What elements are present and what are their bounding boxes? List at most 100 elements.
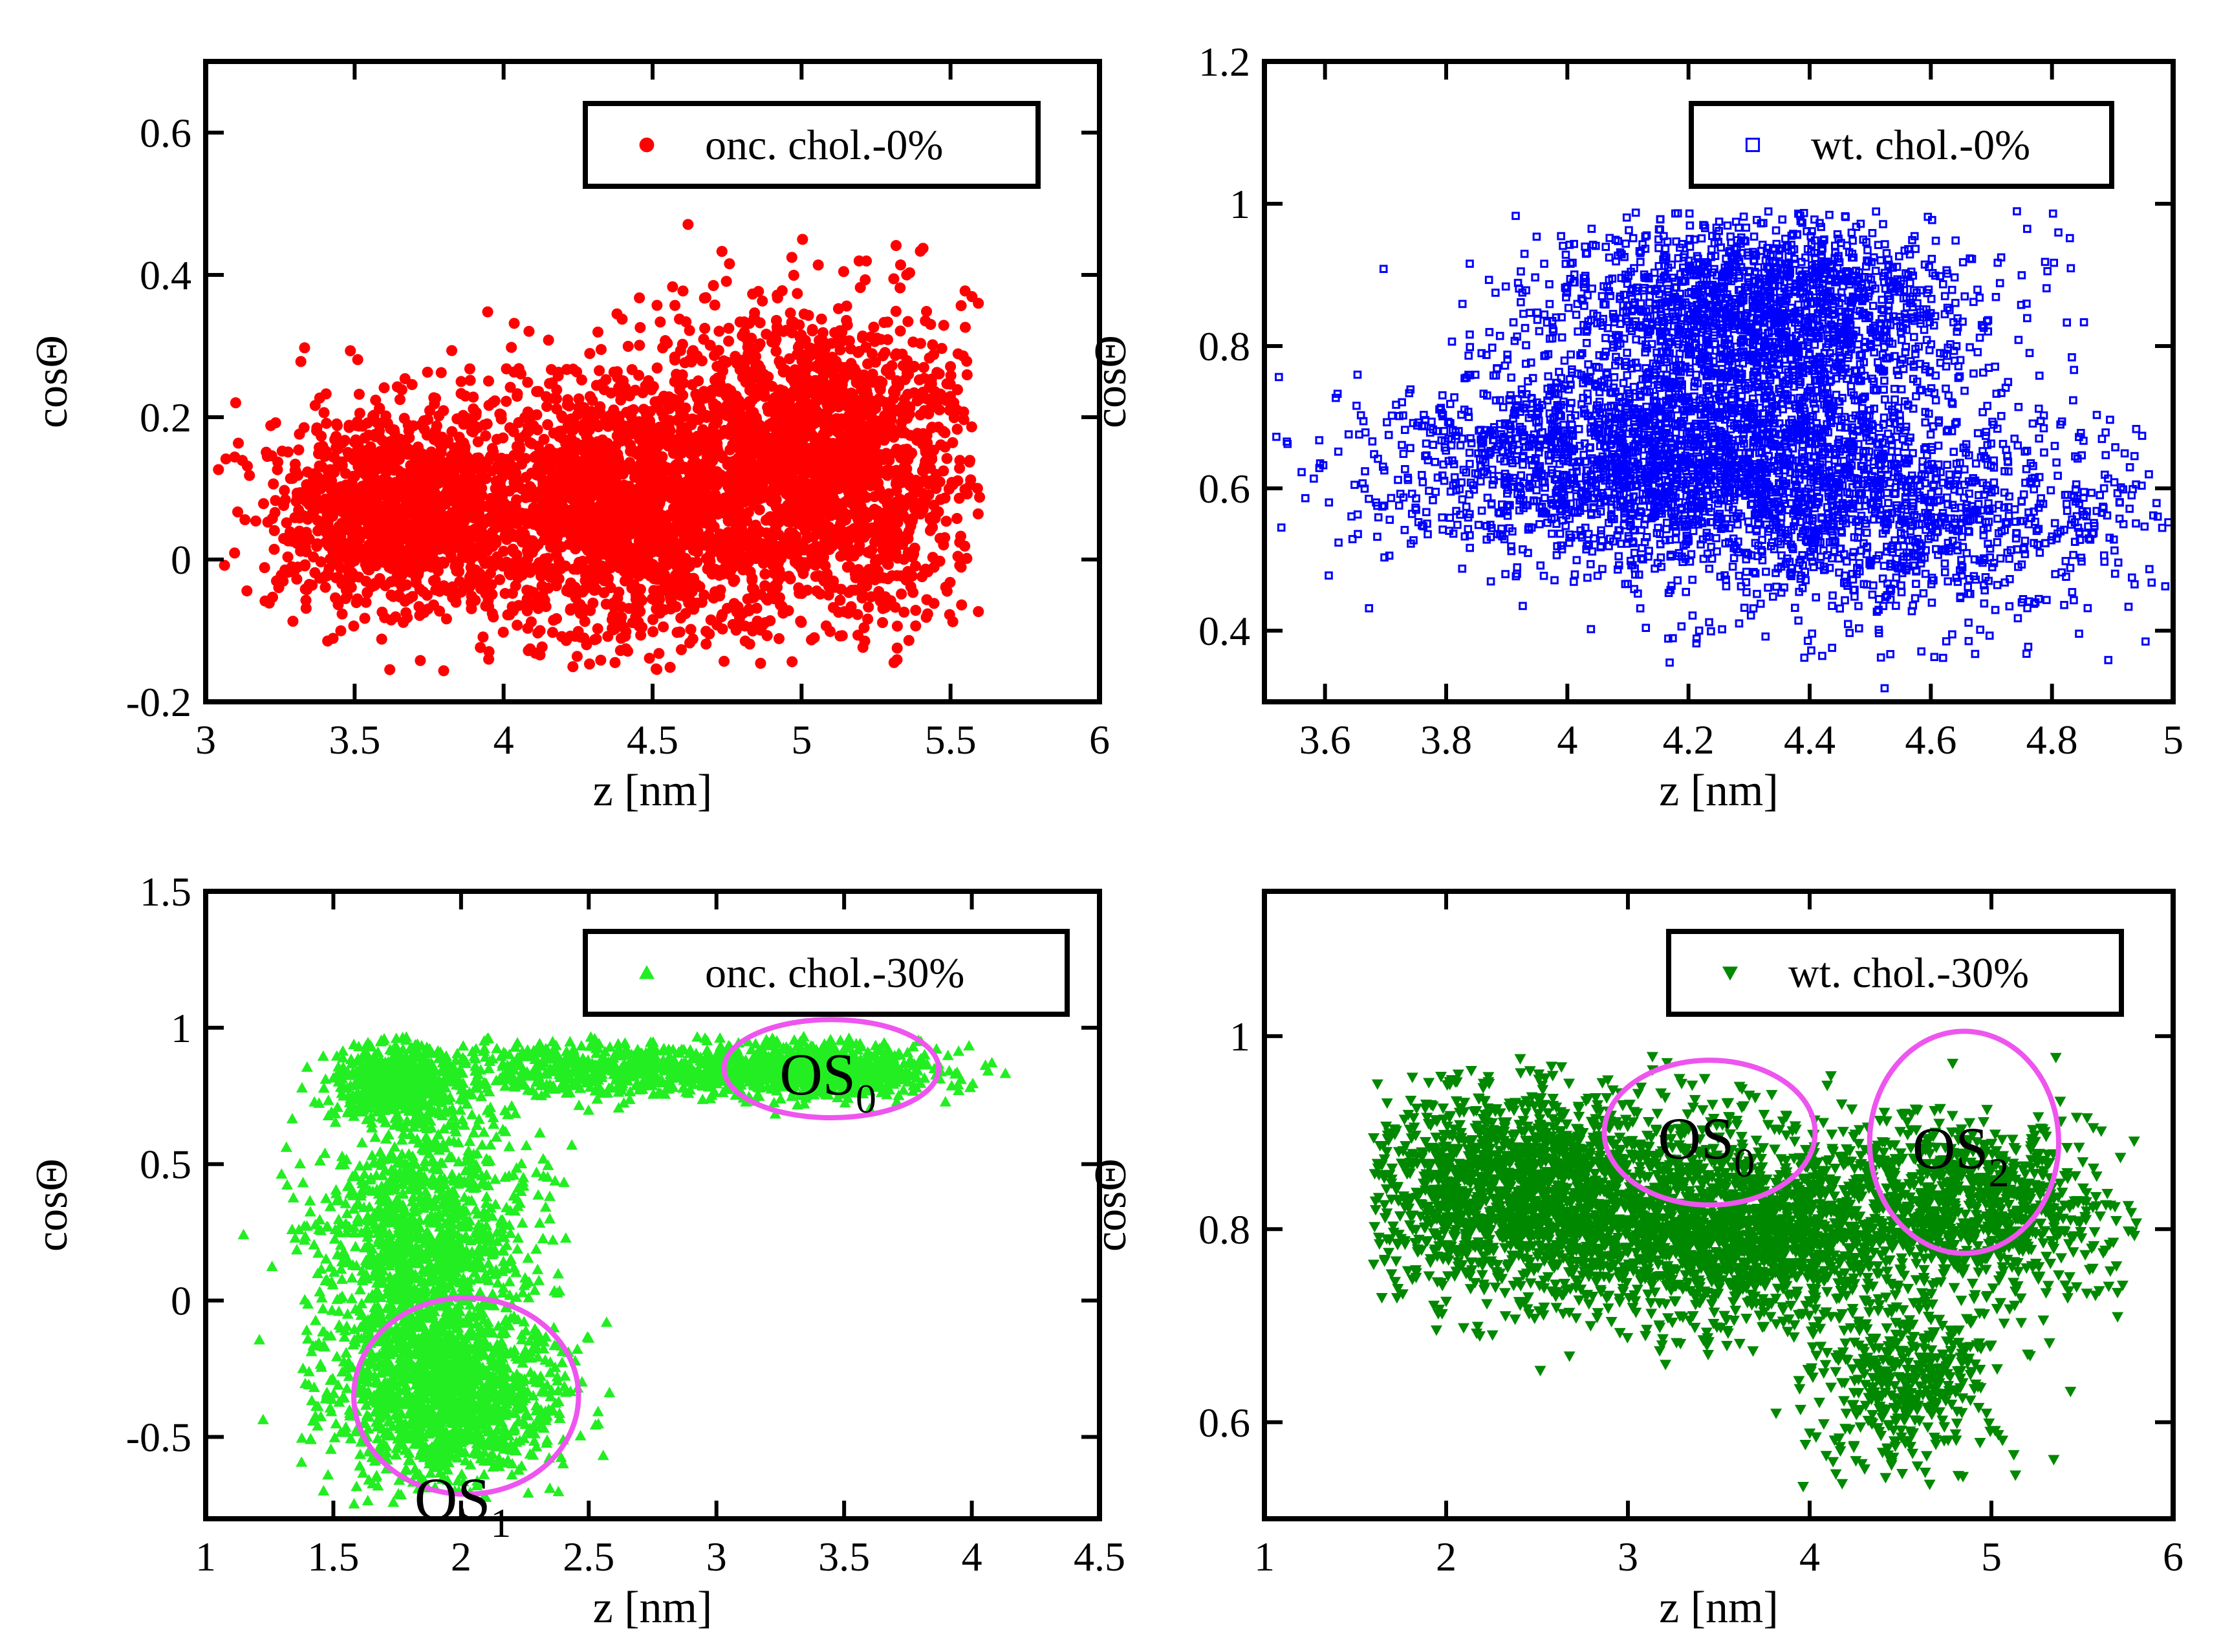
data-point <box>944 378 956 390</box>
data-point <box>894 325 906 337</box>
data-point <box>400 579 413 591</box>
data-point <box>407 473 419 484</box>
data-point <box>877 616 889 629</box>
data-point <box>896 588 907 600</box>
y-tick-label: 0.4 <box>140 252 191 298</box>
data-point <box>385 450 397 462</box>
data-point <box>449 459 460 471</box>
data-point <box>560 635 572 646</box>
data-point <box>327 481 338 493</box>
data-point <box>753 285 764 298</box>
data-point <box>577 556 589 567</box>
data-point <box>378 382 390 394</box>
data-point <box>759 391 770 402</box>
data-point <box>325 527 337 539</box>
data-point <box>877 350 889 362</box>
data-point <box>955 299 967 312</box>
data-point <box>832 401 845 413</box>
data-point <box>742 400 753 411</box>
data-point <box>927 339 938 351</box>
data-point <box>680 608 691 620</box>
data-point <box>635 501 647 513</box>
data-point <box>708 279 719 291</box>
data-point <box>539 594 550 606</box>
data-point <box>541 400 553 412</box>
data-point <box>682 219 694 230</box>
data-point <box>295 356 307 367</box>
data-point <box>475 642 486 653</box>
data-point <box>724 258 735 270</box>
data-point <box>613 562 625 574</box>
data-point <box>362 417 374 429</box>
data-point <box>822 360 834 372</box>
data-point <box>405 460 417 472</box>
data-point <box>303 492 315 505</box>
data-point <box>584 348 596 360</box>
data-point <box>612 592 623 604</box>
data-point <box>576 404 588 416</box>
data-point <box>270 495 281 506</box>
data-point <box>958 406 970 418</box>
data-point <box>888 393 900 404</box>
data-point <box>525 616 537 628</box>
data-point <box>902 566 914 578</box>
data-point <box>736 464 748 477</box>
data-point <box>568 563 580 575</box>
data-point <box>545 473 556 485</box>
data-point <box>903 635 915 646</box>
data-point <box>674 546 686 558</box>
data-point <box>792 554 804 566</box>
data-point <box>711 474 722 486</box>
data-point <box>870 356 882 368</box>
data-point <box>453 482 464 494</box>
data-point <box>429 574 441 586</box>
data-point <box>651 442 663 453</box>
data-point <box>861 389 873 401</box>
data-point <box>847 388 858 400</box>
data-point <box>774 356 785 367</box>
data-point <box>583 658 596 670</box>
data-point <box>328 507 340 519</box>
data-point <box>896 348 908 360</box>
data-point <box>721 356 733 368</box>
data-point <box>772 422 783 433</box>
data-point <box>419 517 431 528</box>
data-point <box>928 349 940 360</box>
data-point <box>595 572 607 583</box>
data-point <box>521 584 533 596</box>
data-point <box>933 368 945 380</box>
data-point <box>616 481 628 493</box>
data-point <box>878 493 889 505</box>
data-point <box>735 431 746 443</box>
data-point <box>877 537 889 549</box>
data-point <box>957 350 969 362</box>
data-point <box>465 483 477 495</box>
data-point <box>359 613 371 624</box>
data-point <box>665 492 677 504</box>
data-point <box>311 422 323 434</box>
data-point <box>878 572 889 583</box>
data-point <box>348 620 360 632</box>
data-point <box>596 453 607 465</box>
data-point <box>470 409 482 421</box>
data-point <box>806 634 818 646</box>
data-point <box>584 541 596 553</box>
data-point <box>904 402 916 414</box>
data-point <box>891 376 903 388</box>
data-point <box>263 597 275 609</box>
data-point <box>825 510 837 521</box>
data-point <box>966 291 978 303</box>
data-point <box>656 585 667 596</box>
data-point <box>823 521 835 533</box>
data-point <box>472 436 484 448</box>
data-point <box>618 509 630 521</box>
data-point <box>716 611 728 623</box>
data-point <box>667 281 678 293</box>
data-point <box>642 551 654 563</box>
data-point <box>858 511 870 523</box>
data-point <box>700 638 712 650</box>
data-point <box>592 436 603 448</box>
data-point <box>698 333 710 345</box>
data-point <box>634 321 646 333</box>
data-point <box>818 428 829 440</box>
